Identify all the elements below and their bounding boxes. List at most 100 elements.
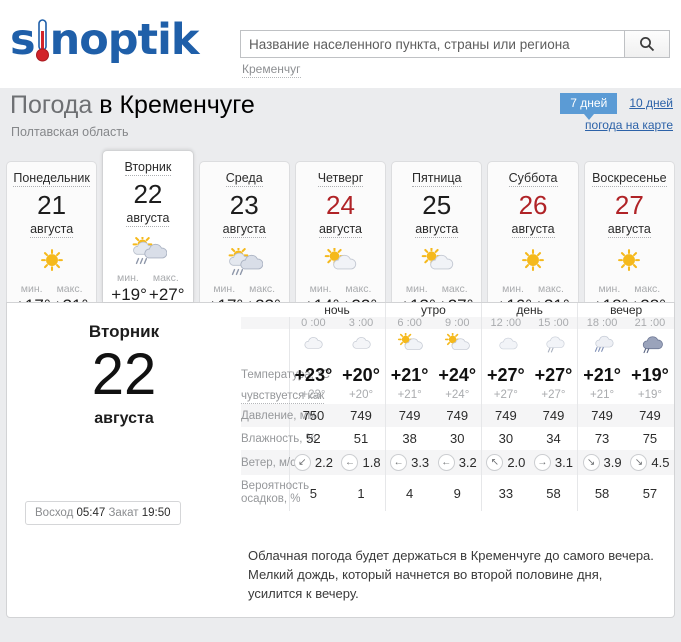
sunrise-sunset-box: Восход 05:47 Закат 19:50	[25, 501, 181, 525]
day-tab-month: августа	[511, 222, 555, 238]
humidity-label: Влажность, %	[241, 432, 316, 445]
time-label: 3 :00	[337, 317, 386, 329]
day-tab-weekday: Воскресенье	[592, 171, 667, 187]
humidity-cell: 34	[546, 431, 561, 446]
time-label: 18 :00	[577, 317, 626, 329]
detail-right: ночь утро день вечер 0 :00 3 :00 6 :00 9 :00 12 …	[241, 303, 674, 617]
feels-like-cell: +27°	[481, 387, 530, 404]
period-header: день	[481, 303, 579, 317]
feels-like-cell: +19°	[637, 389, 662, 401]
day-tab-22[interactable]: Вторник 22 августа мин. макс. +19° +27°	[102, 150, 194, 304]
min-label: мин.	[598, 283, 621, 295]
day-tab-weekday: Вторник	[124, 160, 172, 176]
temperature-cell: +20°	[342, 365, 380, 385]
sun-icon	[7, 244, 96, 280]
period-header: ночь	[289, 303, 386, 317]
day-tab-date: 25	[422, 190, 452, 220]
moon-cloud-icon	[288, 329, 338, 363]
pressure-cell: 749	[481, 404, 530, 427]
search-button[interactable]	[624, 30, 670, 58]
humidity-cell: 51	[353, 431, 369, 446]
sun-icon	[585, 244, 674, 280]
time-label: 12 :00	[481, 317, 530, 329]
precipitation-cell: 1	[357, 485, 365, 501]
wind-cell: ← 3.3	[384, 450, 434, 475]
temperature-cell: +21°	[577, 363, 626, 387]
search-input[interactable]	[240, 30, 624, 58]
humidity-cell: 52	[288, 427, 338, 450]
pressure-cell: 749	[337, 404, 386, 427]
day-tab-month: августа	[607, 222, 651, 238]
sinoptik-logo[interactable]: s noptik	[10, 17, 199, 63]
condition-icon-row	[241, 329, 674, 363]
wind-direction-icon: ←	[390, 454, 408, 471]
tab-7-days[interactable]: 7 дней	[560, 93, 618, 120]
cloud-rain-light-icon	[530, 329, 578, 363]
search-icon	[640, 37, 655, 52]
precipitation-cell: 58	[546, 485, 561, 501]
day-tab-weekday: Пятница	[412, 171, 462, 187]
day-tab-weekday: Суббота	[508, 171, 558, 187]
pressure-cell: 750	[288, 404, 338, 427]
humidity-cell: 73	[577, 427, 626, 450]
tab-10-days[interactable]: 10 дней	[629, 96, 673, 110]
wind-speed: 1.8	[362, 455, 381, 470]
temperature-row: Температура, °C +23° +20° +21° +24° +27° +27° +…	[241, 363, 674, 387]
sun-cloud-icon	[384, 329, 434, 363]
wind-direction-icon: ↘	[630, 454, 648, 471]
temperature-cell: +24°	[438, 365, 477, 385]
time-row: 0 :00 3 :00 6 :00 9 :00 12 :00 15 :00 18 :00 21…	[241, 317, 674, 329]
day-tab-month: августа	[222, 222, 266, 238]
wind-cell: ↘ 3.9	[577, 450, 626, 475]
page-title: Погода в Кременчуге	[10, 91, 255, 120]
precipitation-row: Вероятность осадков, % 5 1 4 9 33 58 58 57	[241, 475, 674, 511]
detail-left: Вторник 22 августа Восход 05:47 Закат 19…	[7, 303, 241, 617]
wind-label: Ветер, м/сек	[241, 450, 307, 475]
forecast-description: Облачная погода будет держаться в Кремен…	[248, 548, 654, 601]
wind-direction-icon: ↖	[486, 454, 504, 471]
wind-cell: ← 1.8	[337, 450, 386, 475]
min-label: мин.	[309, 283, 332, 295]
wind-speed: 4.5	[651, 455, 670, 470]
detail-day-name: Вторник	[88, 322, 160, 341]
pressure-cell: 749	[577, 404, 626, 427]
period-header: утро	[385, 303, 483, 317]
sunset-label: Закат	[108, 507, 139, 519]
weather-map-link[interactable]: погода на карте	[585, 118, 673, 132]
page-title-prefix: Погода	[10, 91, 93, 119]
breadcrumb[interactable]: Кременчуг	[242, 62, 301, 78]
max-label: макс.	[152, 272, 179, 284]
feels-like-cell: +21°	[577, 387, 626, 404]
cloud-rain-icon	[577, 329, 626, 363]
day-detail-panel: Вторник 22 августа Восход 05:47 Закат 19…	[6, 302, 675, 618]
wind-speed: 3.3	[411, 455, 430, 470]
temperature-cell: +27°	[481, 363, 530, 387]
wind-speed: 2.2	[314, 455, 333, 470]
wind-cell: → 3.1	[529, 450, 578, 475]
day-tab-date: 23	[229, 190, 259, 220]
humidity-row: Влажность, % 52 51 38 30 30 34 73 75	[241, 427, 674, 450]
day-tab-date: 27	[614, 190, 644, 220]
temperature-cell: +19°	[631, 365, 669, 385]
humidity-cell: 38	[384, 427, 434, 450]
min-label: мин.	[117, 272, 139, 284]
min-label: мин.	[502, 283, 524, 295]
day-tab-date: 22	[133, 179, 163, 209]
sunrise-label: Восход	[35, 507, 74, 519]
detail-day-month: августа	[94, 410, 154, 427]
humidity-cell: 30	[450, 431, 465, 446]
pressure-label: Давление, мм	[241, 404, 316, 427]
sun-cloud-icon	[392, 244, 481, 280]
feels-like-cell: +27°	[541, 389, 566, 401]
sun-icon	[488, 244, 577, 280]
sunset-time: 19:50	[141, 507, 171, 519]
max-label: макс.	[345, 283, 372, 295]
